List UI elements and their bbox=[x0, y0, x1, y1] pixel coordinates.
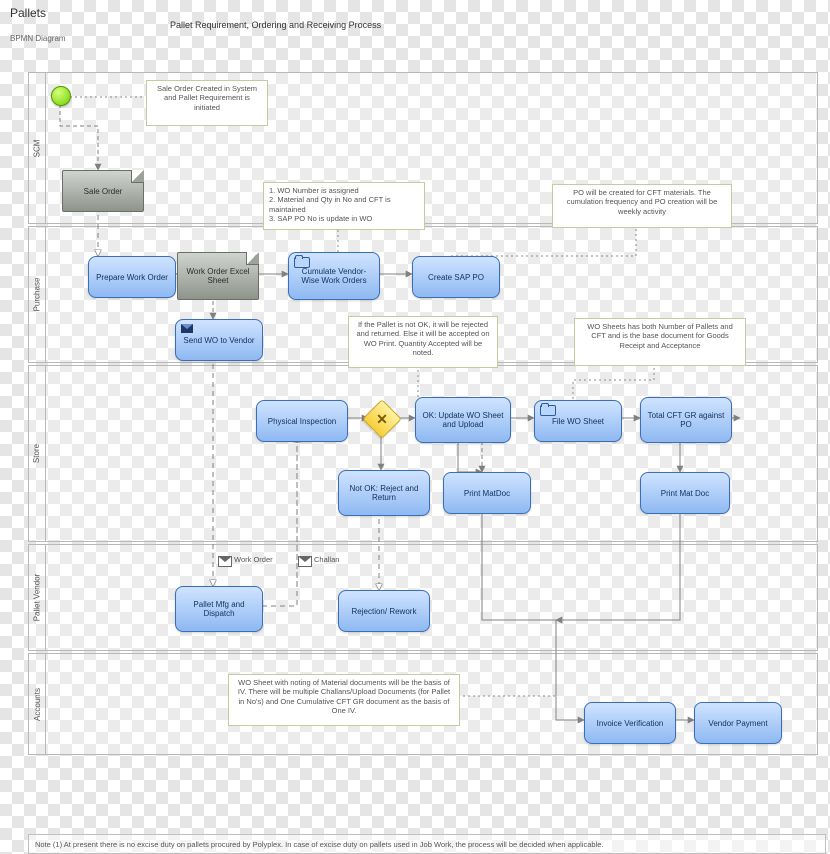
task-total_cft: Total CFT GR against PO bbox=[640, 397, 732, 443]
task-vendor_pay: Vendor Payment bbox=[694, 702, 782, 744]
envelope-icon bbox=[181, 324, 193, 333]
annotation-n_iv: WO Sheet with noting of Material documen… bbox=[228, 674, 460, 726]
task-ok_update: OK: Update WO Sheet and Upload bbox=[415, 397, 511, 443]
task-rej_rework: Rejection/ Rework bbox=[338, 590, 430, 632]
start-event bbox=[51, 86, 71, 106]
document-sale_order: Sale Order bbox=[62, 170, 144, 212]
task-print_matdoc: Print MatDoc bbox=[443, 472, 531, 514]
annotation-n_wosheet: WO Sheets has both Number of Pallets and… bbox=[574, 318, 746, 366]
task-inv_verif: Invoice Verification bbox=[584, 702, 676, 744]
lane-label-store: Store bbox=[29, 366, 46, 541]
task-not_ok: Not OK: Reject and Return bbox=[338, 470, 430, 516]
lane-label-accounts: Accounts bbox=[29, 654, 46, 754]
page-subtitle: Pallet Requirement, Ordering and Receivi… bbox=[170, 20, 381, 30]
footer-note: Note (1) At present there is no excise d… bbox=[28, 834, 826, 854]
annotation-n_po: PO will be created for CFT materials. Th… bbox=[552, 184, 732, 228]
lane-label-scm: SCM bbox=[29, 73, 46, 223]
lane-label-vendor: Pallet Vendor bbox=[29, 545, 46, 650]
folder-icon bbox=[294, 257, 310, 268]
task-send_wo: Send WO to Vendor bbox=[175, 319, 263, 361]
footer-text: Note (1) At present there is no excise d… bbox=[35, 840, 604, 849]
annotation-n_wo: 1. WO Number is assigned 2. Material and… bbox=[263, 182, 425, 230]
diagram-type-label: BPMN Diagram bbox=[10, 34, 66, 43]
lane-label-purchase: Purchase bbox=[29, 227, 46, 362]
message-label-challan: Challan bbox=[314, 555, 339, 564]
message-label-work_order: Work Order bbox=[234, 555, 273, 564]
annotation-n_sale: Sale Order Created in System and Pallet … bbox=[146, 80, 268, 126]
document-wo_excel: Work Order Excel Sheet bbox=[177, 252, 259, 300]
task-phys_insp: Physical Inspection bbox=[256, 400, 348, 442]
task-pallet_mfg: Pallet Mfg and Dispatch bbox=[175, 586, 263, 632]
task-file_wo: File WO Sheet bbox=[534, 400, 622, 442]
gateway-x-icon: ✕ bbox=[369, 406, 395, 432]
annotation-n_insp: If the Pallet is not OK, it will be reje… bbox=[348, 316, 498, 368]
task-create_po: Create SAP PO bbox=[412, 256, 500, 298]
task-cumulate: Cumulate Vendor-Wise Work Orders bbox=[288, 252, 380, 300]
task-prepare_wo: Prepare Work Order bbox=[88, 256, 176, 298]
message-icon-challan bbox=[298, 556, 312, 567]
folder-icon bbox=[540, 405, 556, 416]
page-title: Pallets bbox=[10, 6, 46, 20]
task-print_matdoc2: Print Mat Doc bbox=[640, 472, 730, 514]
message-icon-work_order bbox=[218, 556, 232, 567]
